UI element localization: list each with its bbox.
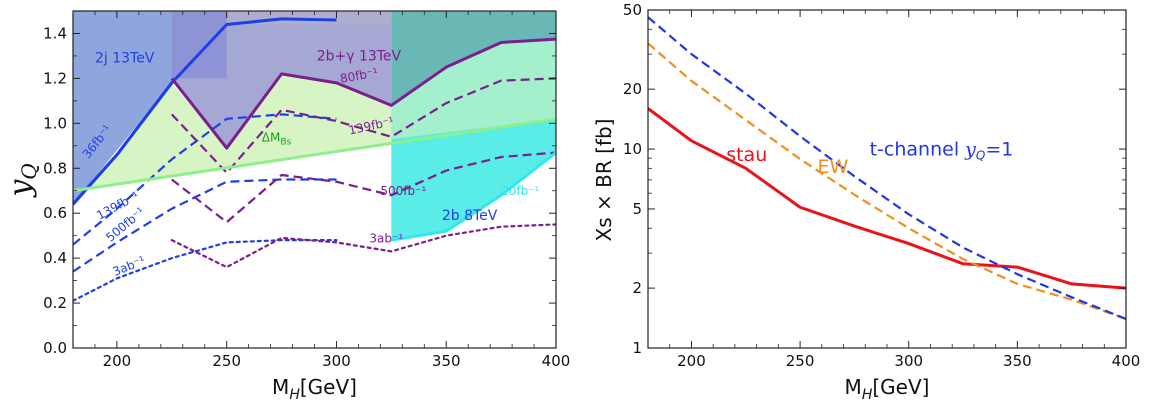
x-tick-label-200: 200 — [103, 352, 132, 370]
x-tick-label-250: 250 — [786, 352, 815, 370]
region-overlap — [171, 11, 227, 79]
x-tick-label-350: 350 — [432, 352, 461, 370]
series-line-500fb-1-3 — [73, 178, 337, 273]
annotation-2b-13tev-1: 2b+γ 13TeV — [317, 48, 402, 64]
series-line-3ab-1-4 — [73, 239, 338, 302]
annotation-2b-8tev-7: 2b 8TeV — [442, 208, 498, 224]
x-tick-label-200: 200 — [677, 352, 706, 370]
series-line-stau-0 — [648, 107, 1126, 290]
y-tick-label-5: 50 — [623, 1, 642, 19]
y-tick-label-1: 0.2 — [43, 294, 67, 312]
annotation-3ab-8: 3ab⁻¹ — [369, 231, 403, 245]
series-line-500fb-1-7 — [171, 151, 556, 224]
annotation-500fb-5: 500fb⁻¹ — [380, 184, 426, 198]
y-tick-label-4: 20 — [623, 80, 642, 98]
annotation-2j-13tev-0: 2j 13TeV — [95, 51, 155, 67]
annotation-stau-0: stau — [726, 144, 767, 166]
right-chart-cross-section: 200 250 300 350 400 1 2 5 10 20 50 stau EW t-channel … — [592, 1, 1141, 403]
y-tick-label-4: 0.8 — [43, 159, 67, 177]
annotation-20fb-6: 20fb⁻¹ — [501, 184, 539, 198]
annotation-t-channel-2: t-channel yQ=1 — [870, 138, 1014, 162]
y-tick-label-0: 1 — [632, 339, 642, 357]
annotation-m-bs-4: ΔMBs — [262, 130, 292, 147]
x-tick-label-250: 250 — [212, 352, 241, 370]
x-tick-label-400: 400 — [542, 352, 571, 370]
annotation-80fb-2: 80fb⁻¹ — [339, 65, 379, 85]
y-tick-label-0: 0.0 — [43, 339, 67, 357]
region-2j-13tev — [73, 11, 337, 205]
annotation-3ab-12: 3ab⁻¹ — [111, 253, 148, 279]
series-line-3ab-1-8 — [170, 223, 556, 269]
plot-frame — [647, 9, 1127, 349]
series-line-139fb-1-2 — [73, 113, 337, 246]
region-mint-band — [391, 39, 556, 140]
y-tick-label-1: 2 — [632, 279, 642, 297]
x-tick-label-400: 400 — [1112, 352, 1141, 370]
y-tick-label-2: 0.4 — [43, 249, 67, 267]
y-tick-label-6: 1.2 — [43, 69, 67, 87]
y-tick-label-7: 1.4 — [43, 24, 67, 42]
x-tick-label-300: 300 — [322, 352, 351, 370]
x-axis-label: MH[GeV] — [272, 375, 357, 403]
series-line-t-channel-y-q-1-2 — [648, 16, 1126, 320]
left-chart-yq-limits: 200 250 300 350 400 0.0 0.2 0.4 0.6 0.8 1.0 1.2 1.4 2… — [3, 10, 571, 403]
y-axis-label: Xs × BR [fb] — [592, 119, 616, 242]
region-teal-top-right — [391, 11, 556, 106]
series-line-20fb-1-10 — [391, 151, 556, 242]
plot-area — [73, 11, 556, 302]
y-tick-label-5: 1.0 — [43, 114, 67, 132]
series-line-ew-1 — [648, 42, 1126, 320]
y-axis-label: yQ — [3, 163, 41, 198]
region-2b-8tev — [391, 118, 556, 241]
x-tick-label-350: 350 — [1003, 352, 1032, 370]
y-tick-label-2: 5 — [632, 200, 642, 218]
x-tick-label-300: 300 — [894, 352, 923, 370]
series-line-80fb-1-5 — [170, 37, 556, 150]
x-axis-label: MH[GeV] — [845, 375, 930, 403]
y-tick-label-3: 10 — [623, 140, 642, 158]
annotation-ew-1: EW — [817, 156, 848, 178]
y-tick-label-3: 0.6 — [43, 204, 67, 222]
series-line-m-bs-9 — [73, 117, 556, 193]
plot-area — [648, 16, 1126, 320]
